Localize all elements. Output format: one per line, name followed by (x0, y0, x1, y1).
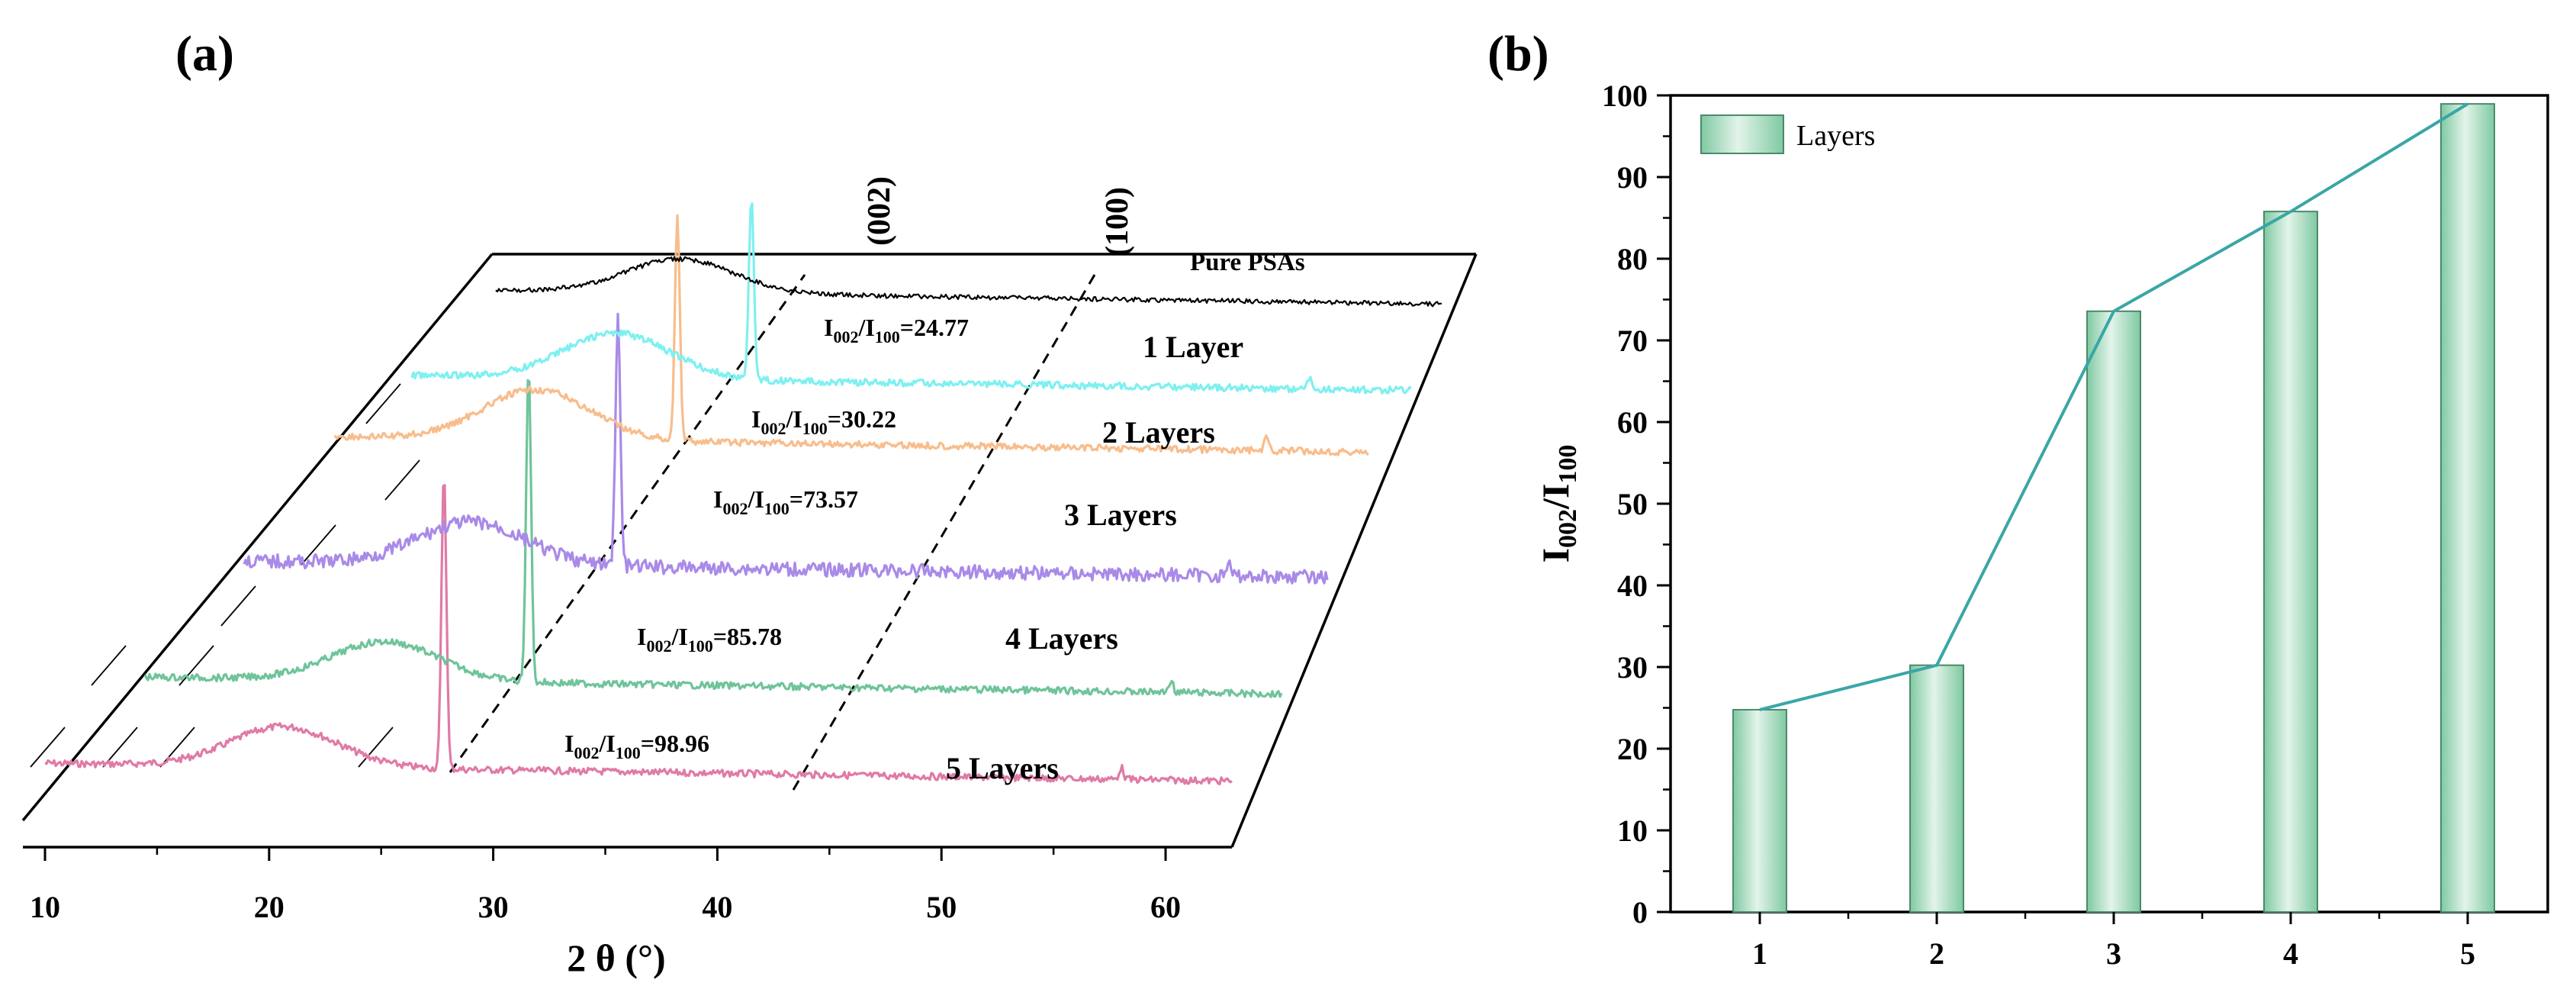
y-tick-label: 70 (1617, 324, 1648, 358)
x-tick-label: 60 (1150, 890, 1181, 924)
series-name-label: 3 Layers (1064, 498, 1177, 532)
x-tick-label: 40 (702, 890, 732, 924)
x-tick-label: 50 (926, 890, 957, 924)
series-name-label: 5 Layers (946, 751, 1059, 785)
y-tick-label: 0 (1632, 895, 1648, 930)
legend: Layers (1700, 114, 1875, 154)
bar (1909, 664, 1964, 913)
xrd-trace (410, 202, 1412, 395)
series-name-label: Pure PSAs (1190, 249, 1305, 276)
x-tick-label: 2 (1929, 936, 1944, 971)
x-axis-ticks-b: 1 2 3 4 5 (1752, 912, 2475, 971)
series-name-label: 4 Layers (1005, 621, 1118, 656)
y-axis-ticks: 0 10 20 30 40 50 60 70 80 90 100 (1602, 79, 1671, 930)
depth-tick (220, 585, 256, 627)
ratio-label: I002/I100=98.96 (564, 730, 709, 762)
y-tick-label: 10 (1617, 814, 1648, 848)
bars (1732, 102, 2495, 913)
panel-b-label: (b) (1487, 26, 1549, 82)
depth-tick (384, 459, 420, 501)
xrd-traces (44, 202, 1442, 785)
x-tick-label: 10 (30, 890, 60, 924)
ratio-label: I002/I100=30.22 (751, 405, 896, 438)
peak-guide-002 (449, 274, 806, 773)
xrd-trace (333, 214, 1369, 456)
depth-tick (178, 645, 214, 686)
bar (2086, 310, 2141, 913)
x-tick-label: 4 (2283, 936, 2298, 971)
x-tick-label: 3 (2106, 936, 2121, 971)
peak-label-100: (100) (1100, 187, 1135, 256)
x-tick-label: 1 (1752, 936, 1767, 971)
depth-tick (30, 727, 66, 768)
depth-tick-marks (30, 383, 420, 768)
x-axis-ticks: 10 20 30 40 50 60 (30, 847, 1181, 924)
y-tick-label: 80 (1617, 242, 1648, 276)
x-tick-label: 20 (254, 890, 285, 924)
y-tick-label: 20 (1617, 732, 1648, 766)
y-tick-label: 50 (1617, 487, 1648, 521)
trend-line (1759, 102, 2469, 711)
x-tick-label: 5 (2460, 936, 2475, 971)
legend-swatch (1700, 114, 1784, 154)
panel-a-label: (a) (175, 26, 234, 82)
ratio-label: I002/I100=24.77 (824, 314, 969, 346)
legend-label: Layers (1796, 120, 1875, 152)
depth-tick (301, 524, 336, 566)
depth-tick (358, 727, 394, 768)
peak-guide-lines (449, 274, 1096, 791)
bar (2440, 103, 2495, 913)
panel-a: (a) 10 20 30 40 50 60 5 Layers I002/I100=98.96… (21, 26, 1478, 979)
depth-tick (91, 645, 127, 686)
peak-guide-100 (792, 274, 1096, 791)
series-name-label: 2 Layers (1102, 415, 1215, 450)
y-tick-label: 40 (1617, 569, 1648, 603)
depth-tick (159, 727, 195, 768)
xrd-trace (44, 484, 1233, 785)
y-axis-title-b: I002/I100 (1534, 445, 1582, 563)
x-axis-title-a: 2 θ (°) (567, 936, 665, 979)
series-name-label: 1 Layer (1143, 330, 1243, 364)
y-tick-label: 30 (1617, 650, 1648, 685)
bar (2263, 211, 2318, 913)
left-depth-line (21, 253, 494, 822)
right-depth-line (1230, 253, 1478, 848)
ratio-label: I002/I100=85.78 (637, 623, 782, 656)
peak-label-002: (002) (862, 176, 897, 246)
xrd-trace (243, 312, 1329, 585)
series-labels: 5 Layers I002/I100=98.96 4 Layers I002/I100… (564, 249, 1305, 785)
bar (1732, 708, 1787, 913)
panel-b: (b) 0 10 20 30 40 50 60 70 80 90 100 1 2 3 4 5 I002/I1… (1487, 26, 2549, 971)
y-tick-label: 90 (1617, 160, 1648, 195)
y-tick-label: 100 (1602, 79, 1648, 113)
x-tick-label: 30 (478, 890, 509, 924)
y-tick-label: 60 (1617, 405, 1648, 440)
panel-a-frame (21, 253, 1478, 849)
depth-tick (365, 383, 401, 424)
xrd-trace (495, 256, 1442, 308)
ratio-label: I002/I100=73.57 (713, 485, 858, 518)
xrd-trace (143, 379, 1283, 698)
